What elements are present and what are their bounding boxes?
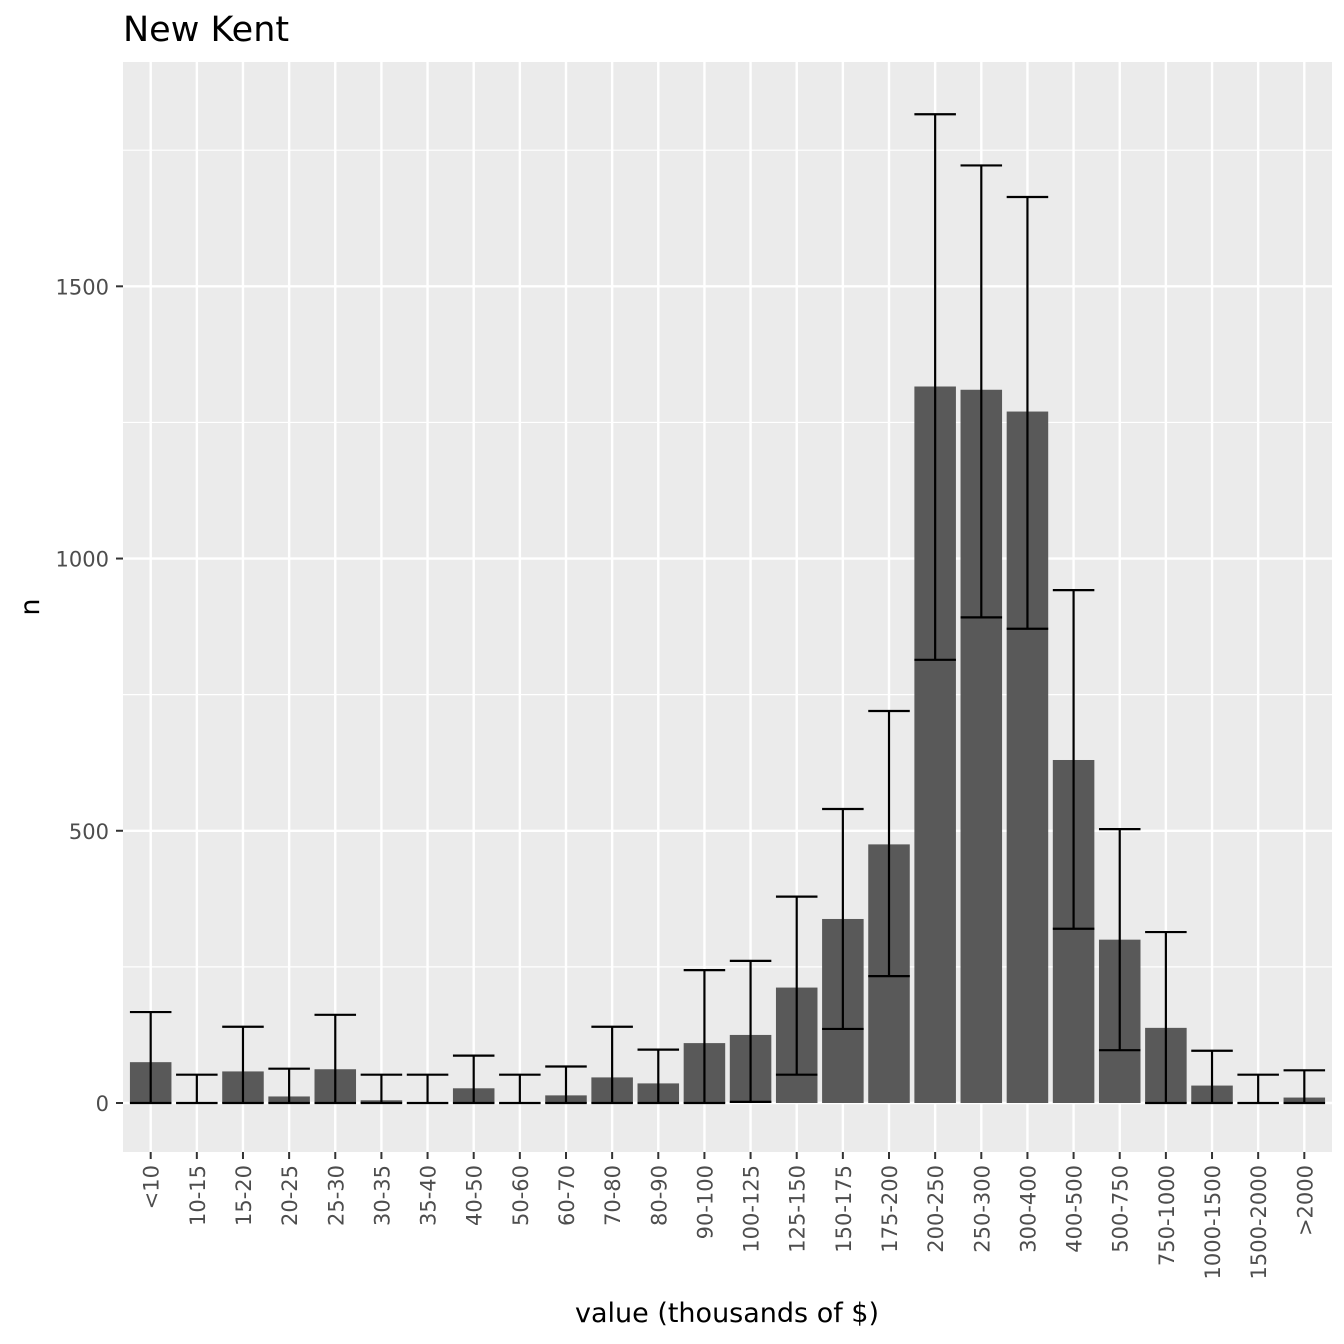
error-bar <box>960 164 1003 619</box>
x-tick-label: 1000-1500 <box>1201 1165 1225 1279</box>
y-tick-label: 1500 <box>56 275 109 299</box>
error-bar <box>452 1054 495 1105</box>
plot-panel <box>123 62 1332 1152</box>
x-tick-label: 35-40 <box>417 1165 441 1226</box>
x-tick-label: 200-250 <box>924 1165 948 1253</box>
error-bar <box>360 1073 403 1105</box>
x-axis-title: value (thousands of $) <box>575 1298 879 1329</box>
error-bar <box>591 1025 633 1105</box>
x-tick-label: 10-15 <box>186 1165 210 1226</box>
x-tick-label: 175-200 <box>878 1165 902 1253</box>
x-tick-label: 150-175 <box>832 1165 856 1253</box>
error-bar <box>729 959 772 1104</box>
x-tick-label: 90-100 <box>693 1165 717 1239</box>
error-bar <box>499 1073 541 1105</box>
error-bars <box>129 113 1326 1105</box>
x-tick-label: 30-35 <box>370 1165 394 1226</box>
error-bar <box>222 1025 264 1105</box>
y-axis-title: n <box>15 598 46 615</box>
error-bar <box>1237 1073 1279 1105</box>
error-bar <box>1283 1069 1326 1105</box>
x-axis: <10 10-15 15-20 20-25 25-30 30-35 35-40 40-50 50… <box>140 1152 1317 1279</box>
error-bar <box>1052 589 1095 930</box>
x-tick-label: 125-150 <box>786 1165 810 1253</box>
chart-title: New Kent <box>123 10 289 50</box>
x-tick-label: 750-1000 <box>1155 1165 1179 1266</box>
error-bar <box>683 969 726 1105</box>
error-bar <box>822 807 864 1031</box>
y-tick-label: 1000 <box>56 548 109 572</box>
x-tick-label: 100-125 <box>740 1165 764 1253</box>
y-tick-label: 500 <box>69 820 109 844</box>
y-tick-label: 0 <box>96 1092 109 1116</box>
error-bar <box>406 1073 449 1105</box>
error-bar <box>176 1073 218 1105</box>
x-tick-label: 40-50 <box>463 1165 487 1226</box>
x-tick-label: 500-750 <box>1109 1165 1133 1253</box>
error-bar <box>268 1067 310 1105</box>
error-bar <box>1145 930 1187 1105</box>
error-bar <box>775 895 818 1076</box>
error-bar <box>1006 195 1049 630</box>
error-bar <box>129 1010 172 1105</box>
error-bar <box>1191 1049 1233 1105</box>
x-tick-label: 400-500 <box>1063 1165 1087 1253</box>
x-tick-label: 20-25 <box>278 1165 302 1226</box>
error-bar <box>545 1065 587 1105</box>
error-bar <box>914 113 956 661</box>
error-bar <box>868 709 910 978</box>
error-bar <box>637 1048 680 1105</box>
x-tick-label: 80-90 <box>647 1165 671 1226</box>
error-bar <box>1098 828 1141 1052</box>
x-tick-label: 25-30 <box>324 1165 348 1226</box>
x-tick-label: 60-70 <box>555 1165 579 1226</box>
x-tick-label: 50-60 <box>509 1165 533 1226</box>
x-tick-label: 1500-2000 <box>1247 1165 1271 1279</box>
error-bar <box>314 1013 357 1105</box>
x-tick-label: 300-400 <box>1016 1165 1040 1253</box>
x-tick-label: 70-80 <box>601 1165 625 1226</box>
x-tick-label: <10 <box>140 1165 164 1209</box>
y-axis: 0 500 1000 1500 <box>56 275 123 1116</box>
x-tick-label: 15-20 <box>232 1165 256 1226</box>
x-tick-label: 250-300 <box>970 1165 994 1253</box>
x-tick-label: >2000 <box>1293 1165 1317 1236</box>
